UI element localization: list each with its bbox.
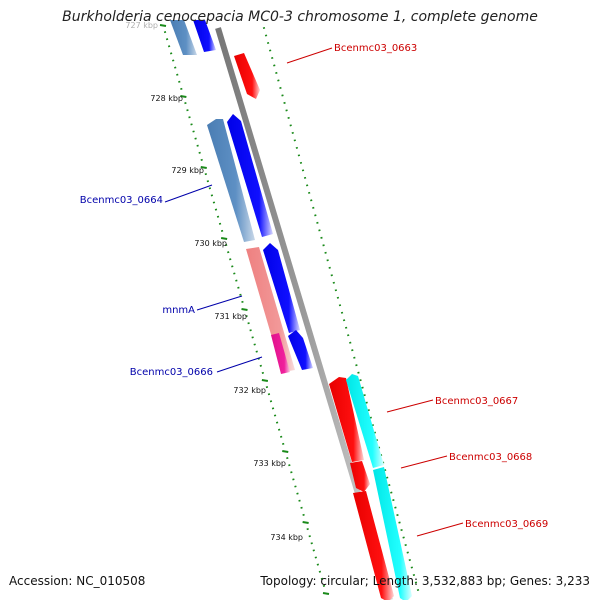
gene-label-mnma: mnmA: [162, 305, 195, 316]
leader-mnma: [196, 295, 243, 311]
tick-label-731: 731 kbp: [214, 312, 247, 321]
gene-bcenmc03-0663: [234, 53, 260, 99]
gene-label-bcenmc03-0666: Bcenmc03_0666: [130, 367, 213, 378]
gene-label-bcenmc03-0669: Bcenmc03_0669: [465, 519, 548, 530]
major-tick: [180, 95, 187, 98]
major-tick: [220, 237, 228, 240]
gene-bcenmc03-0664-dark: [227, 114, 273, 237]
major-tick: [282, 450, 289, 453]
tick-label-728: 728 kbp: [150, 94, 183, 103]
page-title: Burkholderia cenocepacia MC0-3 chromosom…: [62, 9, 538, 25]
leader-bcenmc03-0667: [386, 399, 434, 413]
leader-bcenmc03-0664: [164, 184, 213, 203]
leader-bcenmc03-0669: [416, 522, 464, 537]
leader-bcenmc03-0663: [286, 47, 333, 64]
leader-bcenmc03-0666: [216, 356, 263, 373]
gene-bcenmc03-0666: [271, 333, 290, 374]
major-tick: [302, 521, 309, 524]
gene-mnma: [246, 247, 295, 372]
gene-bcenmc03-0669: [353, 491, 394, 600]
gene-bcenmc03-0666-partner: [288, 330, 313, 370]
gene-bcenmc03-0667-partner: [346, 374, 384, 468]
gene-bcenmc03-0664-light: [207, 119, 255, 242]
gene-bcenmc03-0668: [350, 461, 370, 492]
gene-label-bcenmc03-0663: Bcenmc03_0663: [334, 43, 417, 54]
major-tick: [159, 24, 167, 27]
gene-label-bcenmc03-0668: Bcenmc03_0668: [449, 452, 532, 463]
gene-bcenmc03-0667: [329, 377, 364, 462]
gene-mnma-partner: [263, 243, 300, 333]
gene-bcenmc03-0668-partner: [373, 467, 412, 600]
leader-bcenmc03-0668: [400, 455, 448, 469]
accession-label: Accession: NC_010508: [9, 574, 146, 588]
tick-label-730: 730 kbp: [194, 239, 227, 248]
tick-label-729: 729 kbp: [171, 166, 204, 175]
gene-label-bcenmc03-0664: Bcenmc03_0664: [80, 195, 163, 206]
major-tick: [200, 166, 207, 169]
gene-feature-prev-dark: [193, 20, 216, 52]
major-tick: [261, 379, 269, 382]
tick-label-727: 727 kbp: [125, 21, 158, 30]
tick-label-734: 734 kbp: [270, 533, 303, 542]
tick-label-732: 732 kbp: [233, 386, 266, 395]
gene-feature-prev-light: [170, 20, 197, 55]
genome-summary: Topology: circular; Length: 3,532,883 bp…: [260, 574, 590, 588]
gene-label-bcenmc03-0667: Bcenmc03_0667: [435, 396, 518, 407]
tick-label-733: 733 kbp: [253, 459, 286, 468]
major-tick: [241, 308, 248, 311]
major-tick: [322, 592, 330, 595]
tick-scale: [159, 24, 330, 595]
